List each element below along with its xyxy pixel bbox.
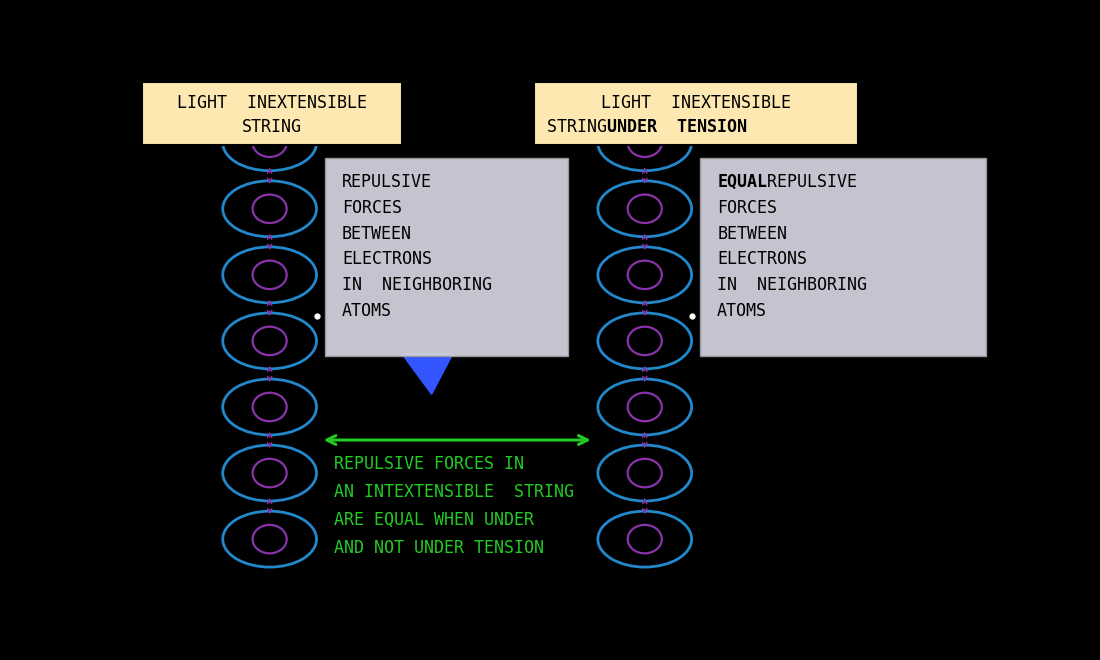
- Text: UNDER  TENSION: UNDER TENSION: [607, 118, 747, 136]
- Text: BETWEEN: BETWEEN: [342, 224, 412, 243]
- Text: BETWEEN: BETWEEN: [717, 224, 788, 243]
- Text: AN INTEXTENSIBLE  STRING: AN INTEXTENSIBLE STRING: [333, 483, 573, 501]
- Text: EQUAL: EQUAL: [717, 173, 767, 191]
- FancyBboxPatch shape: [326, 158, 568, 356]
- Text: REPULSIVE: REPULSIVE: [342, 173, 432, 191]
- Text: IN  NEIGHBORING: IN NEIGHBORING: [342, 277, 492, 294]
- Text: FORCES: FORCES: [342, 199, 403, 217]
- Text: REPULSIVE: REPULSIVE: [757, 173, 857, 191]
- Text: ELECTRONS: ELECTRONS: [717, 250, 807, 269]
- Text: LIGHT  INEXTENSIBLE: LIGHT INEXTENSIBLE: [601, 94, 791, 112]
- Text: STRING: STRING: [242, 118, 301, 136]
- Text: IN  NEIGHBORING: IN NEIGHBORING: [717, 277, 867, 294]
- Text: ARE EQUAL WHEN UNDER: ARE EQUAL WHEN UNDER: [333, 511, 534, 529]
- FancyBboxPatch shape: [534, 82, 858, 145]
- Text: ATOMS: ATOMS: [342, 302, 392, 320]
- Text: REPULSIVE FORCES IN: REPULSIVE FORCES IN: [333, 455, 524, 473]
- Polygon shape: [402, 354, 453, 394]
- Text: ATOMS: ATOMS: [717, 302, 767, 320]
- FancyBboxPatch shape: [142, 82, 402, 145]
- Text: LIGHT  INEXTENSIBLE: LIGHT INEXTENSIBLE: [177, 94, 366, 112]
- Text: FORCES: FORCES: [717, 199, 778, 217]
- Text: ELECTRONS: ELECTRONS: [342, 250, 432, 269]
- Text: AND NOT UNDER TENSION: AND NOT UNDER TENSION: [333, 539, 543, 557]
- Text: STRING: STRING: [547, 118, 627, 136]
- FancyBboxPatch shape: [700, 158, 986, 356]
